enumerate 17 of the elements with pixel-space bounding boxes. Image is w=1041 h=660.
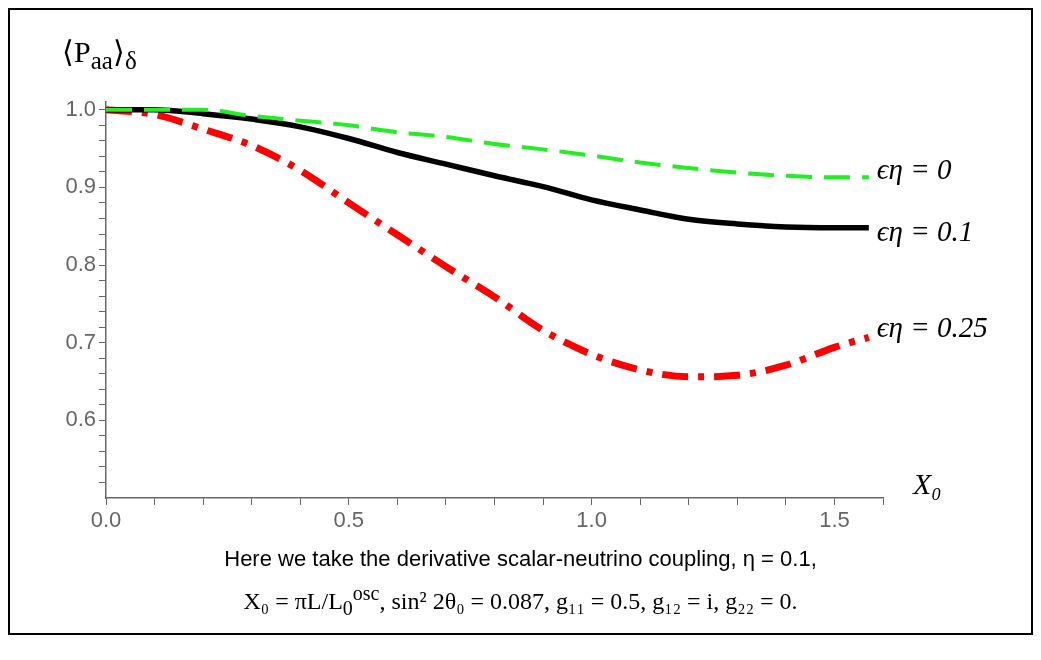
text: X₀ = πL/L$_{0}$$^{osc}$, sin² 2θ₀ = 0.087, g₁₁ = 0.5, g₁₂ = i, g₂₂ = 0.: [242, 581, 799, 621]
y-tick-label: 1.0: [65, 95, 96, 121]
y-tick-label: 0.7: [65, 328, 96, 354]
line-series: [106, 107, 871, 180]
x-tick-label: 1.0: [576, 507, 607, 533]
series-label: ϵη = 0.25: [876, 310, 988, 343]
text: Here we take the derivative scalar-neutrino coupling, η = 0.1,: [223, 545, 818, 573]
series-label: ϵη = 0.1: [876, 215, 974, 248]
y-axis-title: ⟨P$_{aa}$⟩$_{δ}$: [62, 34, 137, 75]
x-tick-label: 1.5: [819, 507, 850, 533]
x-tick-label: 0.5: [333, 507, 365, 533]
y-tick-label: 0.9: [65, 173, 96, 199]
series-label: ϵη = 0: [876, 152, 952, 185]
x-tick-label: 0.0: [90, 507, 122, 533]
x-axis-title: X₀: [912, 467, 942, 500]
y-tick-label: 0.8: [65, 251, 96, 277]
y-tick-label: 0.6: [65, 406, 96, 432]
